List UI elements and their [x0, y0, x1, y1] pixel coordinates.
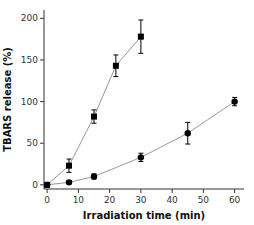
x-tick — [203, 189, 204, 193]
error-bar-cap — [232, 105, 237, 106]
y-tick-label: 0 — [32, 180, 38, 190]
error-bar — [113, 55, 118, 77]
y-tick-label: 200 — [21, 13, 38, 23]
square-marker — [91, 114, 97, 120]
y-tick-label: 150 — [21, 55, 38, 65]
x-tick — [234, 189, 235, 193]
error-bar-cap — [67, 172, 72, 173]
x-tick — [109, 189, 110, 193]
error-bar-cap — [138, 53, 143, 54]
circle-marker — [138, 154, 144, 160]
error-bar-cap — [113, 76, 118, 77]
error-bar-cap — [185, 144, 190, 145]
y-tick — [40, 184, 44, 185]
error-bar — [232, 97, 237, 105]
circle-marker — [91, 173, 97, 179]
x-axis — [44, 189, 244, 190]
error-bar-cap — [113, 54, 118, 55]
x-tick — [172, 189, 173, 193]
y-tick — [40, 143, 44, 144]
plot-area — [44, 20, 238, 188]
error-bar-cap — [138, 153, 143, 154]
x-tick — [140, 189, 141, 193]
square-marker — [138, 34, 144, 40]
error-bar-cap — [67, 159, 72, 160]
y-axis — [44, 10, 45, 189]
error-bar — [92, 174, 97, 179]
error-bar-cap — [232, 97, 237, 98]
error-bar — [185, 122, 190, 144]
x-tick-label: 50 — [198, 195, 210, 205]
series-line — [47, 102, 235, 185]
error-bar-cap — [92, 123, 97, 124]
x-tick-label: 10 — [73, 195, 85, 205]
square-marker — [113, 63, 119, 69]
chart: 0 10 20 30 40 50 60 0 50 100 150 200 Irradiation tim… — [0, 0, 254, 225]
square-marker — [66, 163, 72, 169]
y-tick — [40, 18, 44, 19]
error-bar-cap — [138, 19, 143, 20]
error-bar — [138, 20, 143, 53]
x-axis-label: Irradiation time (min) — [83, 210, 205, 221]
y-axis-label: TBARS release (%) — [2, 47, 13, 152]
y-tick — [40, 59, 44, 60]
y-tick-label: 100 — [21, 97, 38, 107]
y-tick-label: 50 — [27, 138, 39, 148]
x-tick — [78, 189, 79, 193]
error-bar — [92, 110, 97, 123]
circle-marker — [185, 130, 191, 136]
error-bar-cap — [138, 161, 143, 162]
circle-marker — [44, 182, 50, 188]
circle-marker — [231, 98, 237, 104]
x-tick — [47, 189, 48, 193]
circle-marker — [66, 179, 72, 185]
x-tick-label: 40 — [166, 195, 178, 205]
error-bar-cap — [185, 122, 190, 123]
x-tick-label: 30 — [135, 195, 147, 205]
x-tick-label: 60 — [229, 195, 241, 205]
y-tick — [40, 101, 44, 102]
error-bar — [138, 153, 143, 161]
x-tick-label: 20 — [104, 195, 116, 205]
error-bar — [67, 159, 72, 172]
error-bar-cap — [92, 109, 97, 110]
square-marker — [44, 182, 50, 188]
x-tick-label: 0 — [44, 195, 50, 205]
